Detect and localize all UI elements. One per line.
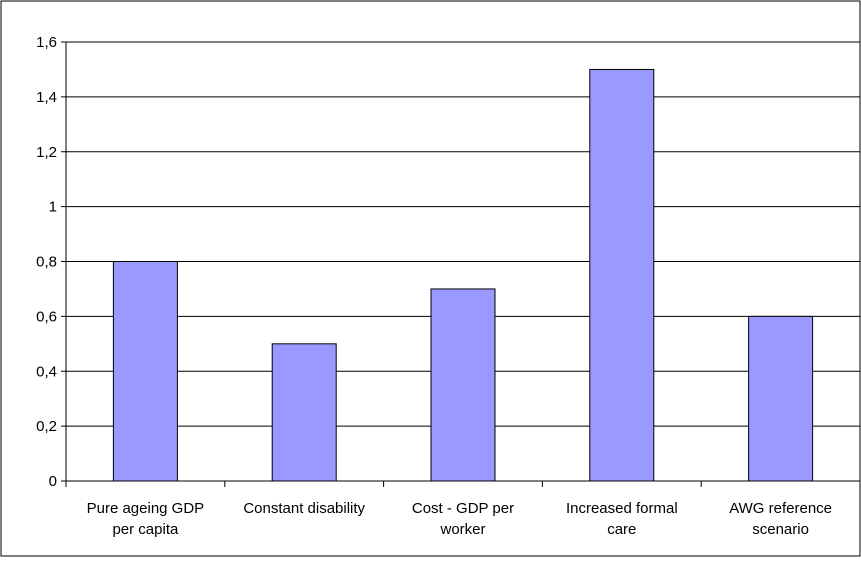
bars: [112, 68, 814, 482]
y-tick-label: 1: [49, 199, 57, 216]
x-tick-label: Pure ageing GDP per capita: [87, 500, 205, 538]
x-tick-label-line: Pure ageing GDP: [87, 500, 205, 517]
bar: [271, 343, 337, 482]
bar: [589, 68, 655, 482]
y-tick-label: 1,6: [36, 34, 57, 51]
bar: [112, 261, 178, 482]
y-tick-label: 0,8: [36, 254, 57, 271]
y-tick-label: 1,2: [36, 144, 57, 161]
x-tick-label-line: care: [607, 521, 636, 538]
x-tick-label-line: Increased formal: [566, 500, 678, 517]
x-tick-label: Increased formal care: [566, 500, 678, 538]
x-tick-label: Constant disability: [243, 500, 365, 517]
bar: [748, 315, 814, 482]
y-tick-label: 0,2: [36, 418, 57, 435]
y-tick-label: 0: [49, 473, 57, 490]
x-tick-label: AWG reference scenario: [729, 500, 832, 538]
x-tick-label-line: AWG reference: [729, 500, 832, 517]
x-tick-labels: Pure ageing GDP per capita Constant disabi…: [87, 500, 832, 538]
y-tick-labels: 0 0,2 0,4 0,6 0,8 1 1,2 1,4 1,6: [36, 34, 57, 490]
y-tick-label: 0,4: [36, 363, 57, 380]
y-tick-label: 0,6: [36, 308, 57, 325]
axes: [61, 41, 861, 487]
x-tick-label-line: scenario: [752, 521, 809, 538]
x-tick-label-line: Constant disability: [243, 500, 365, 517]
bar: [430, 288, 496, 482]
x-tick-label-line: per capita: [112, 521, 179, 538]
y-tick-label: 1,4: [36, 89, 57, 106]
x-tick-label: Cost - GDP per worker: [412, 500, 514, 538]
x-tick-label-line: worker: [439, 521, 485, 538]
gridlines: [66, 41, 860, 427]
x-tick-label-line: Cost - GDP per: [412, 500, 514, 517]
